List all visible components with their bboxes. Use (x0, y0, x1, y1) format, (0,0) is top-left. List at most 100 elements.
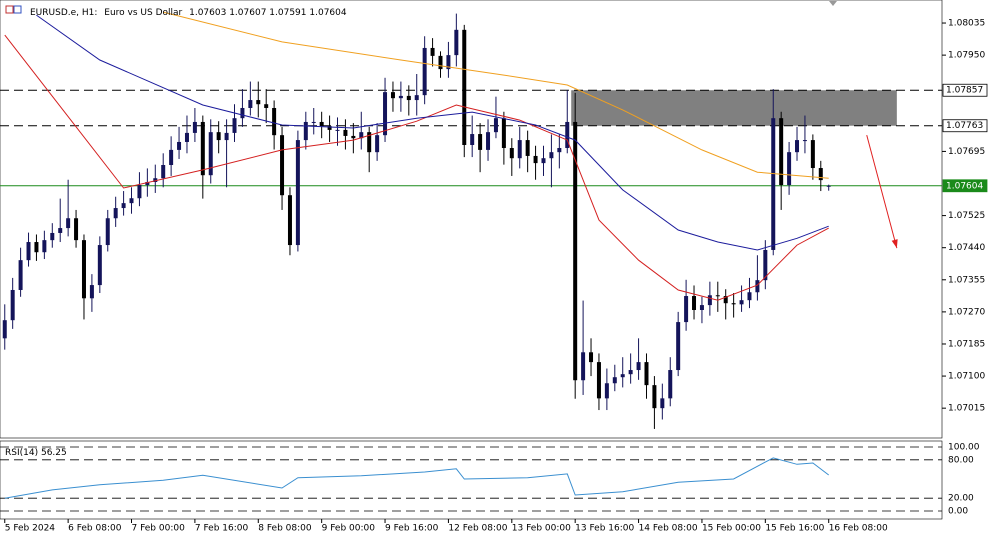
price-level-label: 1.07857 (946, 86, 983, 96)
y-tick-label: 1.07695 (948, 147, 985, 157)
candle-body (612, 377, 617, 384)
candle-body (398, 95, 403, 99)
candle-body (454, 29, 459, 56)
candle-body (446, 55, 451, 70)
rsi-value: 56.25 (41, 448, 67, 458)
candle-body (335, 129, 340, 131)
x-tick-label: 12 Feb 08:00 (448, 524, 507, 534)
candle-body (280, 135, 285, 196)
x-tick-label: 6 Feb 08:00 (68, 524, 122, 534)
candle-body (113, 208, 118, 219)
candle-body (715, 295, 720, 297)
moving-average (36, 14, 829, 251)
candle-body (34, 242, 39, 253)
candle-body (343, 129, 348, 136)
candle-body (240, 107, 245, 119)
candle-body (26, 242, 31, 261)
candle-body (287, 195, 292, 246)
candle-body (826, 185, 831, 187)
rsi-tick-label: 20.00 (948, 494, 974, 504)
shift-marker (829, 1, 837, 6)
candle-body (557, 148, 562, 153)
candle-body (129, 198, 134, 204)
ohlc: 1.07591 (269, 8, 306, 18)
candle-body (438, 55, 443, 70)
candle-body (66, 218, 71, 229)
candle-body (787, 152, 792, 186)
x-tick-label: 8 Feb 08:00 (258, 524, 312, 534)
zone (571, 90, 897, 126)
candle-body (699, 305, 704, 310)
price-level-label: 1.07763 (946, 121, 983, 131)
price-level-box (942, 83, 988, 97)
candle-body (652, 385, 657, 409)
rsi-tick-label: 80.00 (948, 455, 974, 465)
x-tick-label: 13 Feb 16:00 (575, 524, 634, 534)
ohlc: 1.07604 (309, 8, 346, 18)
arrow (866, 135, 898, 249)
candle-body (42, 240, 47, 253)
axes: 1.08035 1.07950 1.07695 1.07525 1.07440 1.073… (4, 19, 988, 534)
moving-average (163, 11, 829, 179)
candle-body (430, 47, 435, 56)
candle-body (747, 292, 752, 301)
candle-body (755, 280, 760, 293)
candle-body (105, 218, 110, 246)
candle-body (731, 303, 736, 305)
y-tick-label: 1.07525 (948, 211, 985, 221)
candle-body (549, 152, 554, 159)
candle-body (810, 140, 815, 169)
candle-body (145, 181, 150, 186)
candle-body (802, 140, 807, 142)
candle-body (533, 155, 538, 164)
price-level-box (942, 179, 988, 193)
x-tick-label: 14 Feb 08:00 (639, 524, 698, 534)
candle-body (383, 92, 388, 136)
x-tick-label: 7 Feb 16:00 (195, 524, 249, 534)
candle-body (216, 132, 221, 141)
candle-body (723, 296, 728, 304)
candle-body (295, 140, 300, 246)
candle-body (359, 132, 364, 139)
candle-body (779, 118, 784, 186)
candle-body (692, 296, 697, 310)
candle-body (668, 370, 673, 399)
candle-body (184, 132, 189, 142)
main-plot (0, 11, 942, 429)
candle-body (406, 95, 411, 101)
y-tick-label: 1.07950 (948, 51, 985, 61)
candle-body (565, 121, 570, 149)
main-panel (0, 0, 943, 439)
candle-body (311, 121, 316, 123)
arrow-head (891, 239, 898, 249)
candle-body (422, 47, 427, 96)
candle-body (660, 398, 665, 409)
x-tick-label: 15 Feb 00:00 (702, 524, 761, 534)
y-tick-label: 1.07440 (948, 243, 985, 253)
icon (5, 5, 14, 14)
candle-body (161, 165, 166, 179)
candle-body (620, 374, 625, 378)
candle-body (50, 232, 55, 241)
rsi-tick-label: 0.00 (948, 507, 968, 517)
candle-body (89, 285, 94, 299)
header-text: EURUSD.e, H1: Euro vs US Dollar 1.07603 … (30, 8, 347, 18)
candle-body (169, 149, 174, 166)
candle-body (573, 121, 578, 381)
ohlc: 1.07607 (229, 8, 266, 18)
candle-body (224, 132, 229, 141)
candle-body (121, 203, 126, 209)
rsi-panel (0, 440, 943, 520)
candle-body (192, 121, 197, 133)
rsi-label: RSI(14) 56.25 (5, 448, 67, 458)
candle-body (390, 92, 395, 99)
x-tick-label: 9 Feb 00:00 (322, 524, 376, 534)
candle-body (470, 134, 475, 145)
candle-body (636, 362, 641, 371)
y-tick-label: 1.07100 (948, 372, 985, 382)
candle-body (493, 118, 498, 133)
candle-body (525, 140, 530, 156)
candle-body (795, 140, 800, 153)
candle-body (462, 29, 467, 145)
